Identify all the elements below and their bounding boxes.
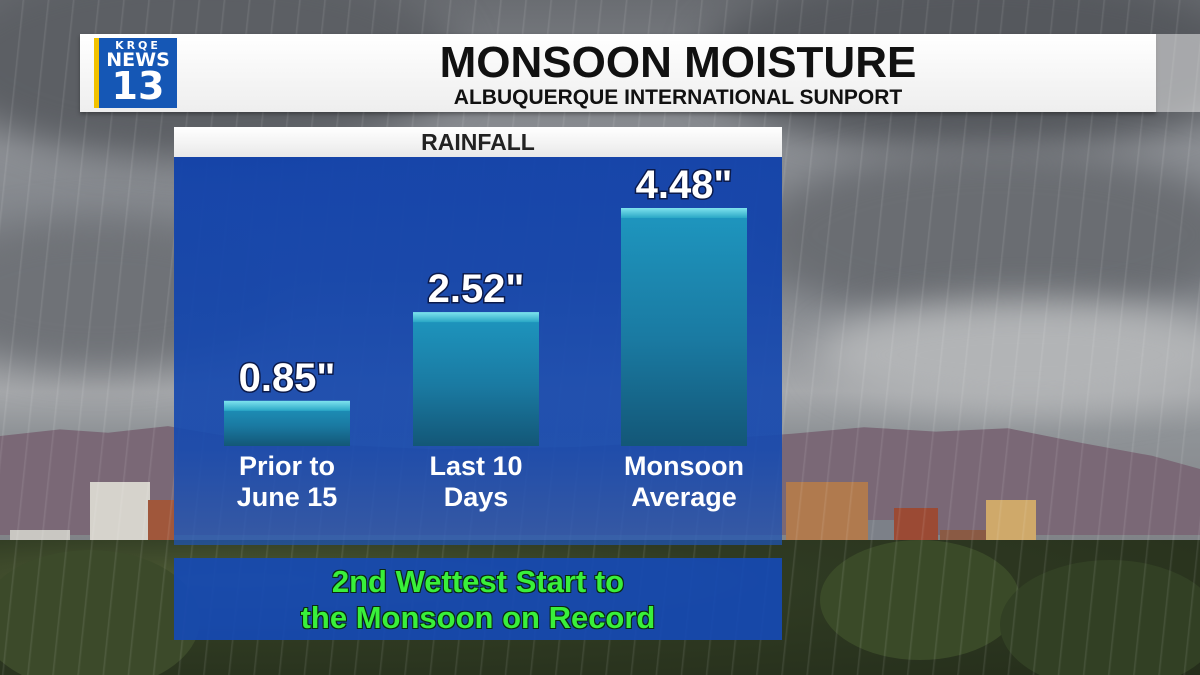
category-label: Average — [631, 482, 737, 512]
category-label: June 15 — [237, 482, 338, 512]
tree — [0, 550, 200, 675]
tree — [1000, 560, 1200, 675]
chart-panel: 0.85" Prior to June 15 2.52" Last 10 Days 4.48… — [174, 157, 782, 545]
station-logo: KRQE NEWS 13 — [94, 38, 177, 108]
record-banner: 2nd Wettest Start to the Monsoon on Reco… — [174, 558, 782, 640]
page-title: MONSOON MOISTURE — [439, 38, 917, 87]
bar-water-surface — [224, 400, 350, 411]
bar-water-surface — [413, 312, 539, 323]
logo-number: 13 — [111, 64, 165, 108]
bar-value-label: 4.48" — [636, 163, 733, 207]
header-extension — [1156, 34, 1200, 112]
page-subtitle: ALBUQUERQUE INTERNATIONAL SUNPORT — [453, 86, 903, 109]
header-bar: KRQE NEWS 13 MONSOON MOISTURE ALBUQUERQU… — [80, 34, 1156, 112]
banner-line-2: the Monsoon on Record — [300, 600, 656, 635]
cloud — [760, 150, 1200, 320]
bar-2 — [413, 312, 539, 446]
chart-title: RAINFALL — [174, 127, 782, 157]
category-label: Days — [444, 482, 509, 512]
category-label: Prior to — [239, 451, 335, 481]
logo-callsign: KRQE — [115, 39, 161, 52]
tree — [820, 540, 1020, 660]
bar-value-label: 0.85" — [239, 356, 336, 400]
bar-water-surface — [621, 208, 747, 218]
cloud — [820, 300, 1200, 410]
logo-news: NEWS — [106, 49, 170, 71]
bar-3 — [621, 208, 747, 446]
banner-line-1: 2nd Wettest Start to — [331, 564, 625, 599]
bar-value-label: 2.52" — [428, 267, 525, 311]
category-label: Monsoon — [624, 451, 744, 481]
category-label: Last 10 — [429, 451, 522, 481]
